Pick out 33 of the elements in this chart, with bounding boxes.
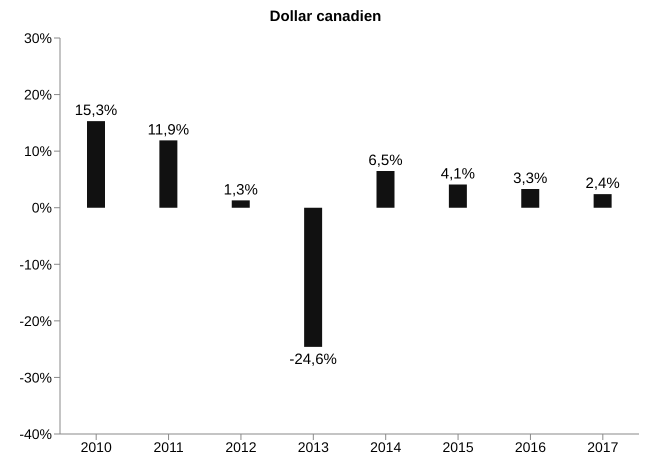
bar <box>232 200 250 208</box>
chart-title: Dollar canadien <box>268 8 382 27</box>
bar <box>87 121 105 208</box>
x-tick-label: 2014 <box>370 438 402 455</box>
bar <box>376 170 394 208</box>
data-label: 15,3% <box>74 102 118 120</box>
y-tick-label: 30% <box>24 30 52 46</box>
y-tick-label: -30% <box>19 369 52 386</box>
x-tick-label: 2015 <box>442 438 474 455</box>
y-tick-label: -40% <box>19 426 52 442</box>
x-tick-label: 2012 <box>225 438 257 455</box>
bar <box>448 184 467 208</box>
data-label: 2,4% <box>586 175 620 192</box>
x-tick-label: 2011 <box>154 438 184 455</box>
y-tick-label: -20% <box>19 312 52 329</box>
y-tick-label: -10% <box>19 256 52 272</box>
bar <box>521 189 540 208</box>
bar <box>159 140 178 208</box>
data-label: 6,5% <box>368 152 403 169</box>
data-label: 3,3% <box>513 170 548 188</box>
x-tick-label: 2013 <box>298 438 330 455</box>
y-tick-label: 20% <box>24 86 52 103</box>
x-tick-label: 2016 <box>514 438 546 455</box>
y-tick-label: 0% <box>32 200 52 216</box>
bar <box>304 208 322 347</box>
bar <box>594 194 612 208</box>
data-label: 4,1% <box>440 166 475 183</box>
y-tick-label: 10% <box>24 143 52 160</box>
x-tick-label: 2010 <box>80 438 112 455</box>
data-label: 1,3% <box>224 181 258 198</box>
data-label: 11,9% <box>148 121 190 138</box>
data-label: -24,6% <box>289 350 337 368</box>
x-tick-label: 2017 <box>587 438 619 455</box>
